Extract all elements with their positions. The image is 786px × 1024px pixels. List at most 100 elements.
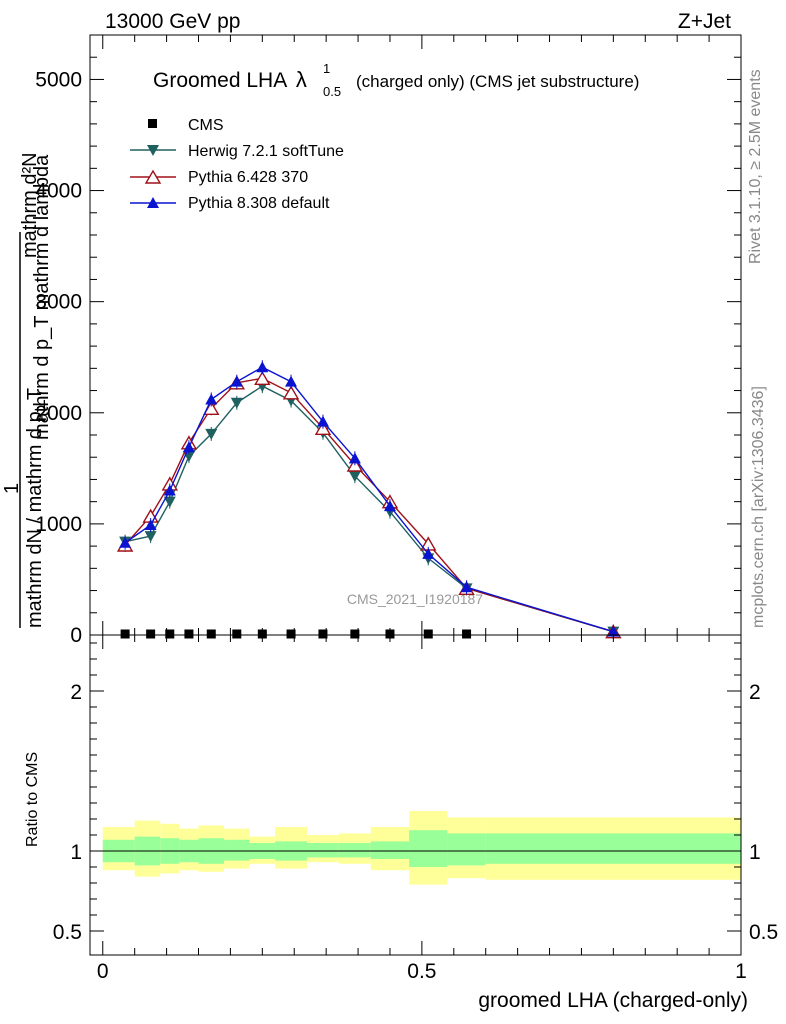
series-cms bbox=[120, 629, 472, 639]
ratio-band-inner bbox=[307, 843, 339, 858]
series-point bbox=[316, 415, 329, 427]
legend-marker-cms bbox=[148, 119, 157, 128]
cms-point bbox=[184, 629, 194, 639]
legend-item-pythia8: Pythia 8.308 default bbox=[130, 195, 330, 212]
mcplots-label: mcplots.cern.ch [arXiv:1306.3436] bbox=[750, 386, 767, 628]
main-y-tick-label: 4000 bbox=[35, 180, 82, 203]
legend-item-cms: CMS bbox=[148, 117, 224, 134]
series-point bbox=[205, 428, 218, 440]
plot-title: Groomed LHA λ bbox=[153, 67, 307, 92]
main-x-ticks bbox=[102, 35, 742, 635]
series-point bbox=[348, 452, 361, 464]
cms-point bbox=[206, 629, 216, 639]
legend-item-pythia6: Pythia 6.428 370 bbox=[130, 169, 308, 186]
ratio-band-inner bbox=[224, 839, 250, 861]
plot-title-sub: 0.5 bbox=[323, 84, 341, 99]
cms-point bbox=[257, 629, 267, 639]
series-point bbox=[282, 385, 300, 400]
ratio-band-inner bbox=[485, 833, 741, 864]
plot-title-text: Groomed LHA bbox=[153, 69, 287, 92]
ylabel-prefix: 1 bbox=[1, 483, 23, 494]
main-y-ticks: 0 1000 2000 3000 4000 5000 bbox=[35, 56, 741, 647]
cms-point bbox=[350, 629, 360, 639]
ratio-y-tick-label-right: 0.5 bbox=[749, 921, 778, 944]
cms-point bbox=[232, 629, 242, 639]
series-point bbox=[460, 581, 473, 593]
cms-point bbox=[146, 629, 156, 639]
ratio-band-inner bbox=[409, 830, 448, 867]
legend-label-pythia8: Pythia 8.308 default bbox=[188, 195, 330, 212]
legend-marker-herwig bbox=[147, 145, 159, 156]
plot-title-sup: 1 bbox=[323, 61, 330, 76]
main-y-tick-label: 0 bbox=[70, 624, 82, 647]
ylabel-top: mathrm d²N bbox=[19, 152, 41, 258]
ratio-y-axis-label: Ratio to CMS bbox=[24, 752, 41, 847]
cms-point bbox=[286, 629, 296, 639]
ratio-y-tick-label: 1 bbox=[70, 841, 82, 864]
plot-subtitle: (charged only) (CMS jet substructure) bbox=[356, 72, 639, 91]
series-point bbox=[144, 519, 157, 530]
ratio-x-ticks: 0 0.5 1 bbox=[97, 635, 747, 983]
series-point bbox=[163, 496, 176, 508]
series-line bbox=[124, 377, 614, 633]
series-point bbox=[182, 441, 195, 453]
ylabel-mid: mathrm d p_T mathrm d lambda bbox=[31, 154, 53, 440]
ratio-y-tick-label: 2 bbox=[70, 681, 82, 704]
series-point bbox=[163, 484, 176, 496]
ylabel-bottom: mathrm dN / mathrm d p_T bbox=[24, 388, 46, 628]
series-point bbox=[285, 375, 298, 387]
cms-point bbox=[385, 629, 395, 639]
series-point bbox=[422, 547, 435, 559]
main-y-axis-label: mathrm d²N mathrm d p_T mathrm d lambda … bbox=[1, 152, 53, 628]
cms-point bbox=[120, 629, 130, 639]
ratio-band-inner bbox=[447, 833, 486, 866]
legend-label-cms: CMS bbox=[188, 117, 224, 134]
ratio-y-tick-label-right: 2 bbox=[749, 681, 761, 704]
cms-point bbox=[165, 629, 175, 639]
legend-marker-pythia8 bbox=[147, 197, 159, 208]
series-line bbox=[124, 366, 614, 633]
main-y-tick-label: 1000 bbox=[35, 513, 82, 536]
plot-title-symbol: λ bbox=[296, 67, 307, 92]
energy-label: 13000 GeV pp bbox=[105, 10, 240, 33]
main-y-tick-label: 5000 bbox=[35, 68, 82, 91]
x-axis-label: groomed LHA (charged-only) bbox=[478, 989, 748, 1012]
series-3 bbox=[119, 360, 620, 639]
legend-item-herwig: Herwig 7.2.1 softTune bbox=[130, 143, 344, 160]
x-tick-label: 1 bbox=[735, 960, 747, 983]
series-point bbox=[348, 471, 361, 483]
x-tick-label: 0 bbox=[97, 960, 109, 983]
cms-point bbox=[423, 629, 433, 639]
rivet-label: Rivet 3.1.10, ≥ 2.5M events bbox=[747, 69, 764, 264]
legend-label-pythia6: Pythia 6.428 370 bbox=[188, 169, 308, 186]
cms-point bbox=[318, 629, 328, 639]
series-point bbox=[256, 361, 269, 373]
legend-label-herwig: Herwig 7.2.1 softTune bbox=[188, 143, 344, 160]
series-point bbox=[205, 393, 218, 405]
legend: CMS Herwig 7.2.1 softTune Pythia 6.428 3… bbox=[130, 117, 344, 212]
series-point bbox=[607, 625, 620, 637]
main-series bbox=[116, 360, 622, 639]
main-y-tick-label: 3000 bbox=[35, 291, 82, 314]
series-point bbox=[119, 536, 132, 548]
ratio-plot-frame bbox=[89, 634, 742, 956]
series-point bbox=[230, 375, 243, 387]
ratio-bands bbox=[102, 811, 741, 885]
cms-point bbox=[462, 629, 472, 639]
series-point bbox=[254, 370, 271, 386]
ratio-band-inner bbox=[370, 841, 410, 859]
watermark: CMS_2021_I1920187 bbox=[347, 591, 483, 607]
ratio-band-inner bbox=[338, 843, 371, 858]
series-point bbox=[230, 397, 243, 409]
ratio-panel: 0.5 0.51 12 2 0 0.5 1 Ratio to CMS groomed LH… bbox=[24, 634, 778, 1012]
ratio-y-tick-label-right: 1 bbox=[749, 841, 761, 864]
x-tick-label: 0.5 bbox=[407, 960, 436, 983]
ratio-y-ticks: 0.5 0.5 1 1 2 2 bbox=[53, 642, 778, 944]
series-point bbox=[144, 531, 157, 543]
ratio-y-tick-label: 0.5 bbox=[53, 921, 82, 944]
main-y-tick-label: 2000 bbox=[35, 402, 82, 425]
legend-marker-pythia6 bbox=[144, 169, 162, 184]
series-point bbox=[383, 500, 396, 512]
